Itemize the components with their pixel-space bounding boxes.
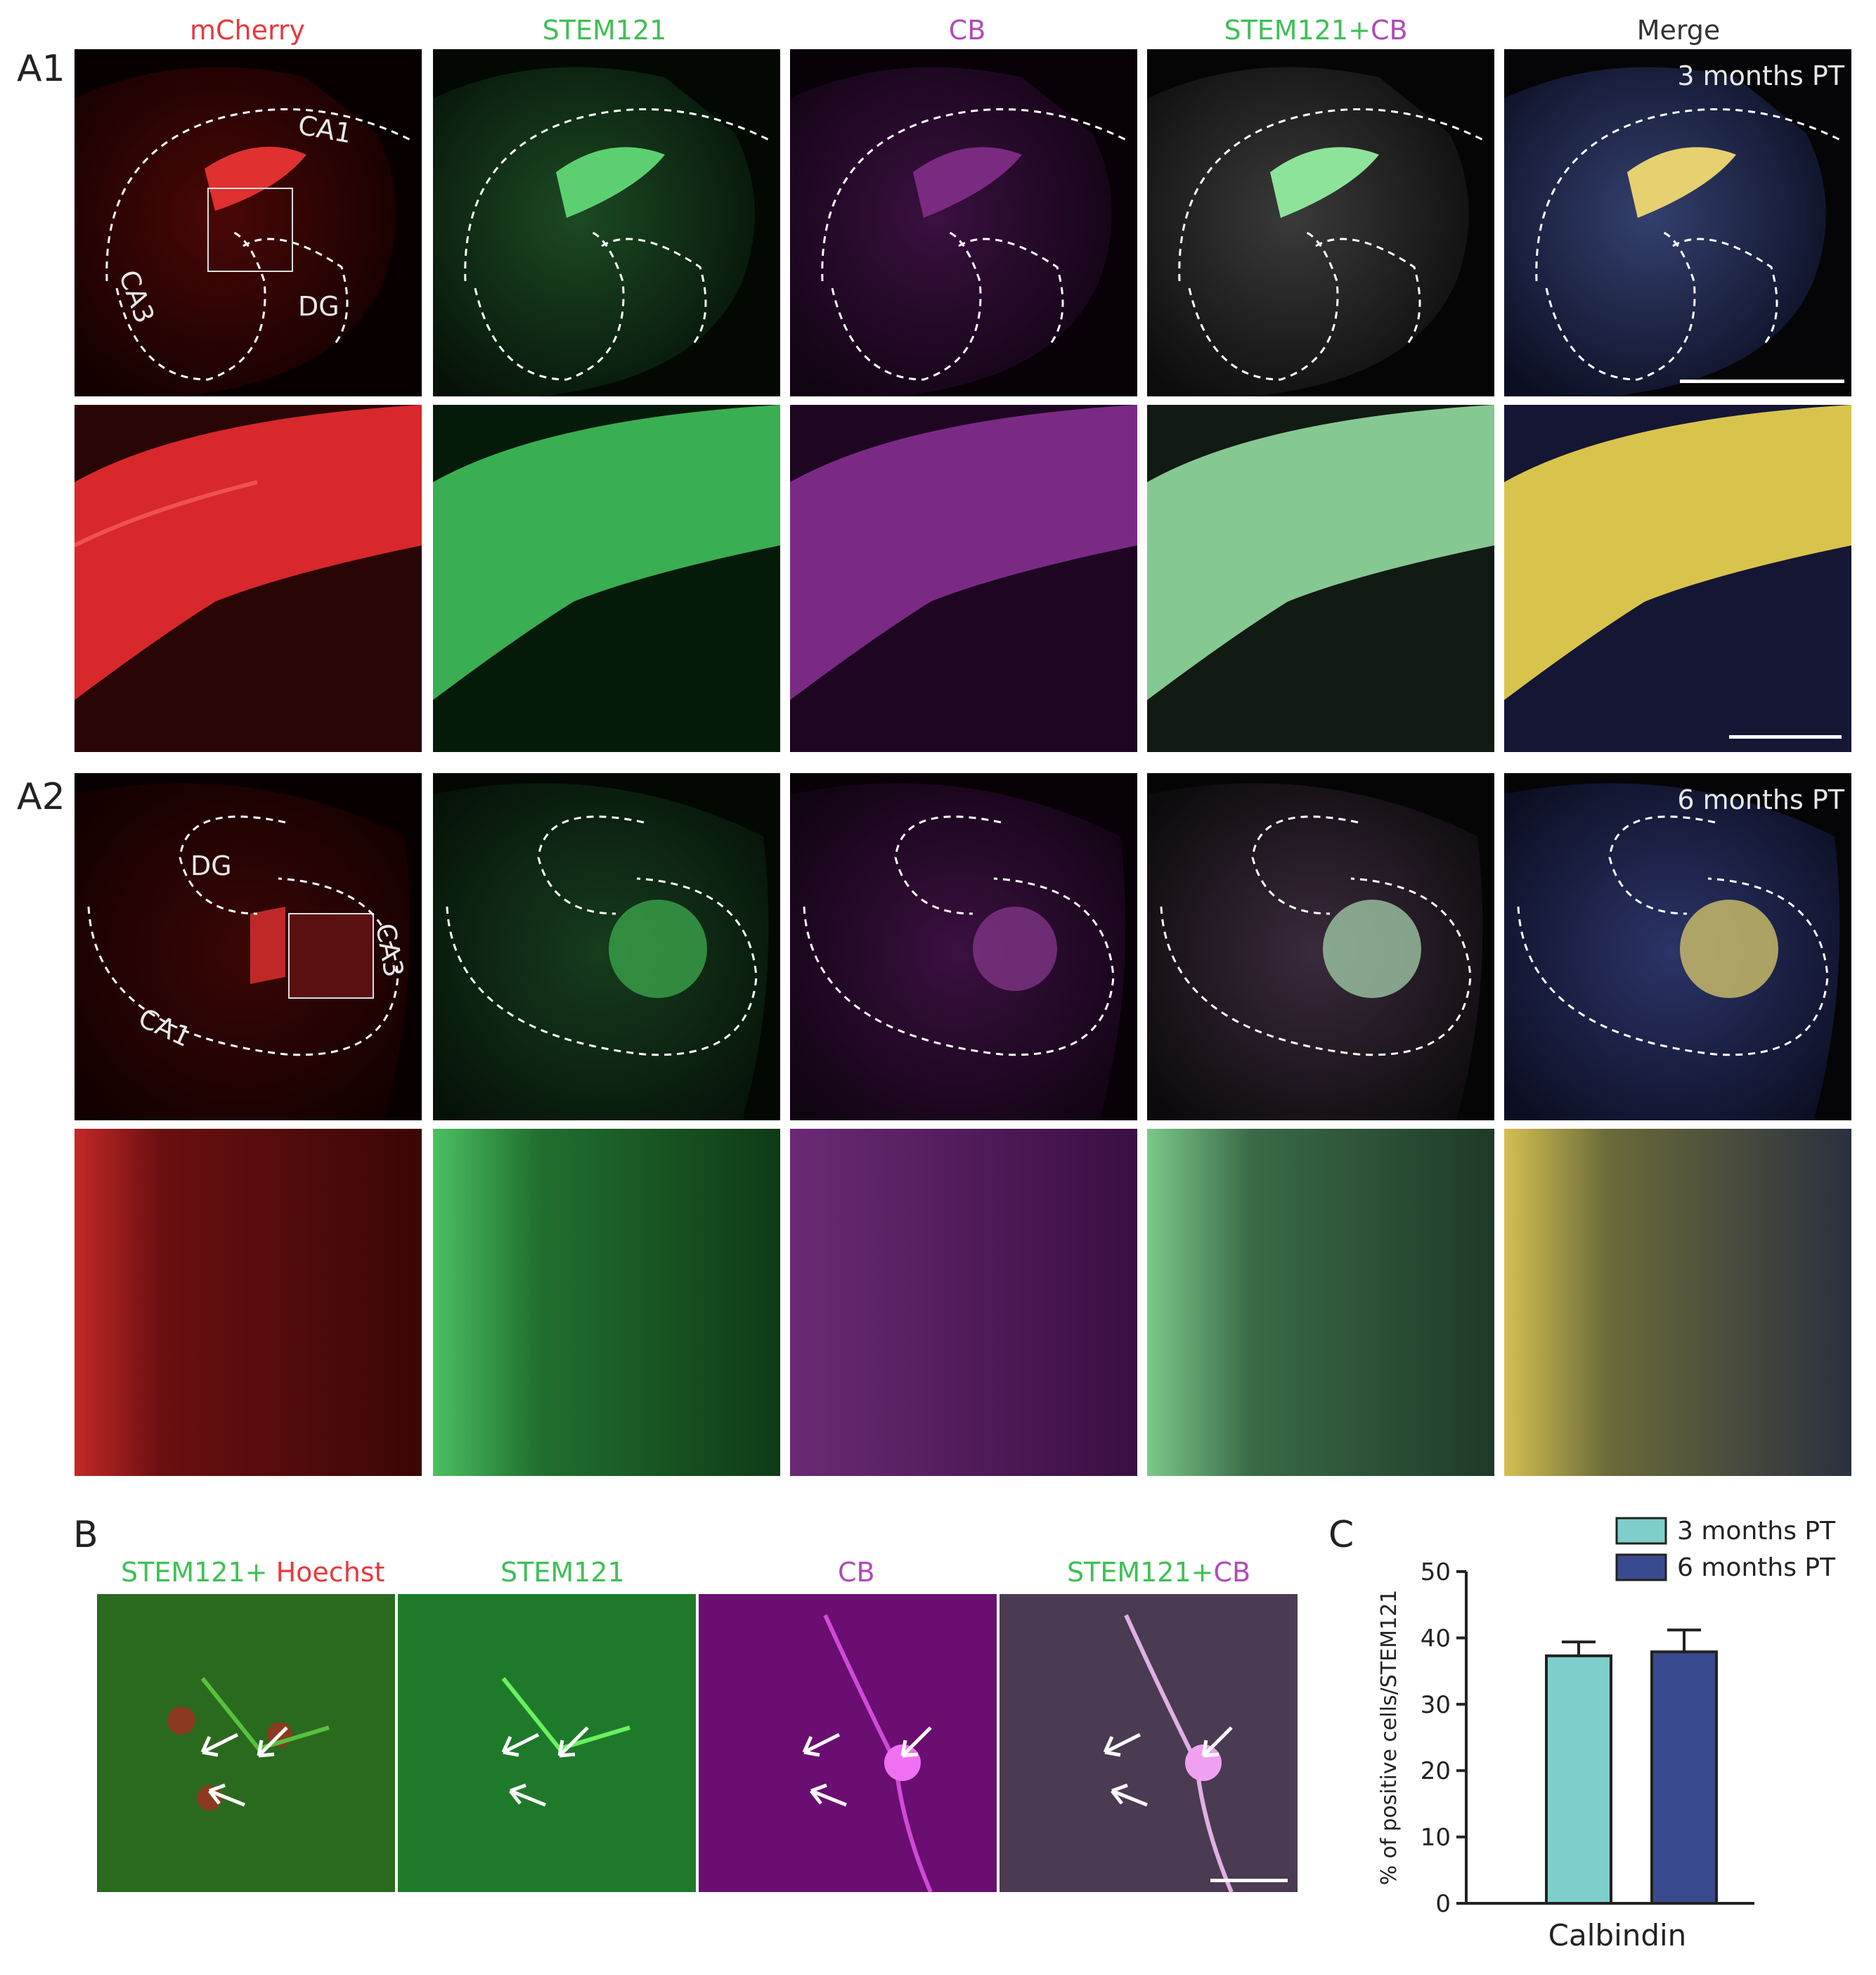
a2-overview-cb [790, 773, 1137, 1120]
a1-overview-stem121 [433, 49, 780, 396]
a1-zoom-cb [790, 405, 1137, 752]
legend-label-1: 3 months PT [1677, 1517, 1836, 1546]
a1-timepoint-label: 3 months PT [1677, 60, 1844, 91]
b-panel-cb [699, 1594, 997, 1892]
b-title-stem-part2: STEM121 [1067, 1557, 1191, 1588]
y-axis-label: % of positive cells/STEM121 [1377, 1590, 1402, 1886]
b-panel-stem121-hoechst [97, 1594, 395, 1892]
chart-legend: 3 months PT 6 months PT [1615, 1517, 1836, 1582]
legend-label-2: 6 months PT [1677, 1553, 1836, 1582]
y-tick-label-40: 40 [1421, 1624, 1451, 1652]
a1-overview-stem121-cb [1147, 49, 1494, 396]
col-title-cb: CB [948, 15, 986, 46]
a1-zoom-stem121 [433, 405, 780, 752]
col-title-merge: Merge [1636, 15, 1721, 46]
panel-label-a2: A2 [17, 776, 65, 818]
title-cb-part: CB [1370, 15, 1408, 46]
b-title-plus2: + [1191, 1557, 1214, 1588]
a2-zoom-stem121 [433, 1129, 780, 1476]
a1-overview-cb [790, 49, 1137, 396]
a2-zoom-stem121-cb [1147, 1129, 1494, 1476]
col-title-stem121-cb: STEM121+CB [1224, 17, 1407, 44]
x-category-label: Calbindin [1548, 1918, 1687, 1953]
a2-zoom-merge [1504, 1129, 1851, 1476]
a1-zoom-scale-bar [1729, 735, 1842, 739]
y-tick-label-10: 10 [1421, 1824, 1451, 1852]
b-title-stem121-cb: STEM121+CB [1067, 1559, 1250, 1586]
bar-1 [1545, 1654, 1612, 1905]
b-title-stem-part: STEM121 [121, 1557, 245, 1588]
chart-bars [1545, 1628, 1718, 1905]
a2-overview-mcherry: DG CA3 CA1 [75, 773, 422, 1120]
a2-zoom-mcherry [75, 1129, 422, 1476]
a1-label-dg: DG [298, 291, 339, 322]
panel-label-c: C [1328, 1514, 1354, 1556]
calbindin-bar-chart: 0 10 20 30 40 50 % of positive cells/STEM121 Ca… [1335, 1497, 1876, 1972]
panel-label-a1: A1 [17, 48, 65, 90]
a1-overview-mcherry: CA1 CA3 DG [75, 49, 422, 396]
b-title-hoechst: Hoechst [276, 1557, 385, 1588]
title-plus: + [1348, 15, 1371, 46]
a1-zoom-stem121-cb [1147, 405, 1494, 752]
y-tick-label-0: 0 [1435, 1890, 1451, 1918]
b-title-stem121-hoechst: STEM121+ Hoechst [121, 1559, 385, 1586]
a2-timepoint-label: 6 months PT [1677, 784, 1844, 815]
legend-swatch-2 [1615, 1553, 1667, 1581]
a1-zoom-merge [1504, 405, 1851, 752]
title-stem-part: STEM121 [1224, 15, 1349, 46]
col-title-stem121: STEM121 [542, 15, 667, 46]
y-tick-label-20: 20 [1421, 1757, 1451, 1785]
b-title-cb: CB [838, 1557, 875, 1588]
b-title-stem121: STEM121 [500, 1557, 625, 1588]
panel-label-b: B [73, 1514, 98, 1556]
a2-label-dg: DG [190, 850, 232, 881]
a2-zoom-cb [790, 1129, 1137, 1476]
y-tick-label-50: 50 [1421, 1558, 1451, 1586]
a1-scale-bar [1680, 380, 1844, 383]
b-scale-bar [1210, 1879, 1288, 1882]
a1-overview-merge: 3 months PT [1504, 49, 1851, 396]
a2-overview-stem121-cb [1147, 773, 1494, 1120]
legend-swatch-1 [1615, 1517, 1667, 1545]
col-title-mcherry: mCherry [189, 15, 306, 46]
a1-zoom-mcherry [75, 405, 422, 752]
b-panel-stem121-cb [1000, 1594, 1298, 1892]
bar-2 [1650, 1650, 1718, 1905]
b-title-plus: + [245, 1557, 268, 1588]
b-title-cb-part2: CB [1213, 1557, 1251, 1588]
y-tick-label-30: 30 [1421, 1691, 1451, 1719]
a2-overview-stem121 [433, 773, 780, 1120]
b-panel-stem121 [398, 1594, 696, 1892]
chart-axes: 0 10 20 30 40 50 % of positive cells/STEM121 Ca… [1377, 1558, 1754, 1953]
a2-overview-merge: 6 months PT [1504, 773, 1851, 1120]
